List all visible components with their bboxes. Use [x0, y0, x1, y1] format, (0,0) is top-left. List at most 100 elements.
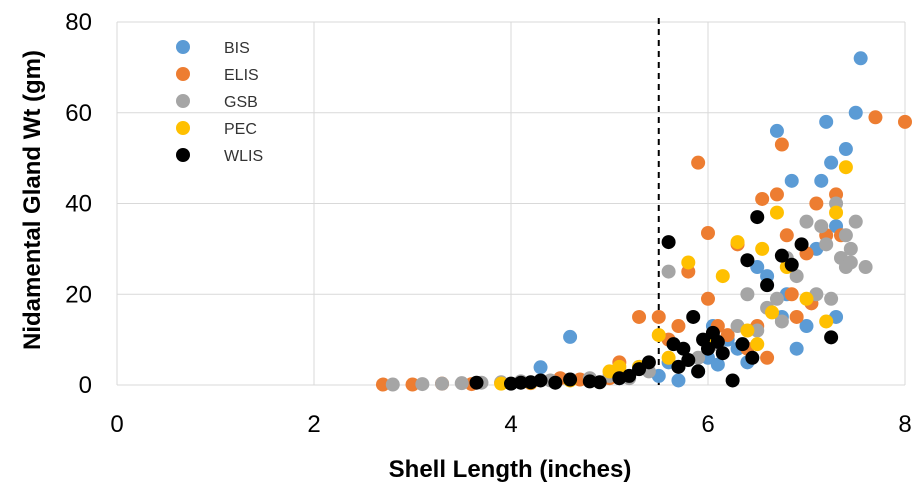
point-bis-18 [789, 341, 804, 356]
point-elis-29 [789, 309, 804, 324]
point-gsb-27 [819, 237, 834, 252]
point-wlis-30 [774, 248, 789, 263]
point-wlis-32 [794, 237, 809, 252]
point-pec-20 [838, 160, 853, 175]
point-wlis-12 [641, 355, 656, 370]
point-wlis-4 [533, 373, 548, 388]
point-gsb-2 [435, 376, 450, 391]
point-elis-15 [691, 155, 706, 170]
legend-label-gsb: GSB [224, 94, 258, 111]
point-elis-36 [868, 110, 883, 125]
legend-marker-elis [176, 67, 190, 81]
point-wlis-6 [563, 372, 578, 387]
y-tick-label-4: 80 [65, 9, 92, 36]
point-wlis-0 [469, 375, 484, 390]
point-wlis-28 [750, 210, 765, 225]
point-bis-6 [671, 373, 686, 388]
point-wlis-17 [681, 353, 696, 368]
y-tick-label-1: 20 [65, 281, 92, 308]
x-axis-title: Shell Length (inches) [389, 456, 632, 483]
point-wlis-16 [676, 341, 691, 356]
point-pec-10 [715, 269, 730, 284]
point-wlis-34 [735, 337, 750, 352]
legend-label-pec: PEC [224, 121, 257, 138]
point-wlis-26 [740, 253, 755, 268]
x-tick-label-1: 2 [307, 411, 320, 438]
point-elis-27 [779, 228, 794, 243]
legend-label-wlis: WLIS [224, 148, 263, 165]
point-gsb-13 [661, 264, 676, 279]
point-wlis-13 [661, 235, 676, 250]
point-pec-13 [750, 337, 765, 352]
point-bis-28 [853, 51, 868, 66]
point-gsb-3 [454, 376, 469, 391]
point-gsb-37 [774, 314, 789, 329]
point-pec-14 [755, 241, 770, 256]
point-wlis-18 [686, 309, 701, 324]
point-pec-19 [829, 205, 844, 220]
point-pec-6 [651, 328, 666, 343]
y-tick-label-2: 40 [65, 191, 92, 218]
point-bis-0 [533, 360, 548, 375]
point-gsb-36 [843, 255, 858, 270]
point-pec-17 [799, 291, 814, 306]
point-gsb-28 [824, 291, 839, 306]
point-elis-23 [755, 191, 770, 206]
point-elis-10 [632, 309, 647, 324]
point-elis-28 [784, 287, 799, 302]
point-pec-8 [681, 255, 696, 270]
point-wlis-25 [725, 373, 740, 388]
point-pec-0 [494, 376, 509, 391]
legend-marker-pec [176, 121, 190, 135]
x-tick-label-2: 4 [504, 411, 517, 438]
point-wlis-19 [691, 364, 706, 379]
point-wlis-23 [710, 334, 725, 349]
point-bis-15 [769, 123, 784, 138]
point-gsb-33 [848, 214, 863, 229]
point-elis-19 [720, 328, 735, 343]
point-bis-17 [784, 173, 799, 188]
point-wlis-10 [622, 368, 637, 383]
y-tick-label-3: 60 [65, 100, 92, 127]
point-elis-1 [405, 377, 420, 392]
point-wlis-33 [824, 330, 839, 345]
point-wlis-8 [592, 375, 607, 390]
point-bis-26 [838, 142, 853, 157]
point-wlis-5 [548, 375, 563, 390]
point-gsb-0 [385, 377, 400, 392]
point-bis-10 [710, 357, 725, 372]
point-wlis-21 [701, 341, 715, 356]
point-gsb-24 [799, 214, 814, 229]
point-wlis-31 [784, 257, 799, 272]
point-elis-26 [774, 137, 789, 152]
point-pec-11 [730, 235, 745, 250]
point-elis-37 [898, 114, 912, 129]
point-pec-18 [819, 314, 834, 329]
x-tick-label-0: 0 [110, 411, 123, 438]
x-tick-label-3: 6 [701, 411, 714, 438]
point-pec-4 [612, 359, 627, 374]
point-wlis-11 [632, 362, 647, 377]
legend-label-elis: ELIS [224, 67, 259, 84]
point-gsb-35 [838, 228, 853, 243]
legend-marker-gsb [176, 94, 190, 108]
x-tick-label-4: 8 [898, 411, 911, 438]
point-elis-24 [760, 350, 775, 365]
point-bis-27 [848, 105, 863, 120]
legend-label-bis: BIS [224, 40, 250, 57]
point-wlis-2 [513, 375, 528, 390]
point-bis-21 [814, 173, 829, 188]
legend-marker-wlis [176, 148, 190, 162]
y-tick-label-0: 0 [79, 372, 92, 399]
point-gsb-32 [843, 241, 858, 256]
point-elis-25 [769, 187, 784, 202]
point-elis-17 [701, 291, 715, 306]
point-gsb-19 [750, 323, 765, 338]
point-bis-13 [750, 260, 765, 275]
point-gsb-18 [740, 287, 755, 302]
point-wlis-29 [760, 278, 775, 293]
point-gsb-34 [858, 260, 873, 275]
point-gsb-23 [789, 269, 804, 284]
